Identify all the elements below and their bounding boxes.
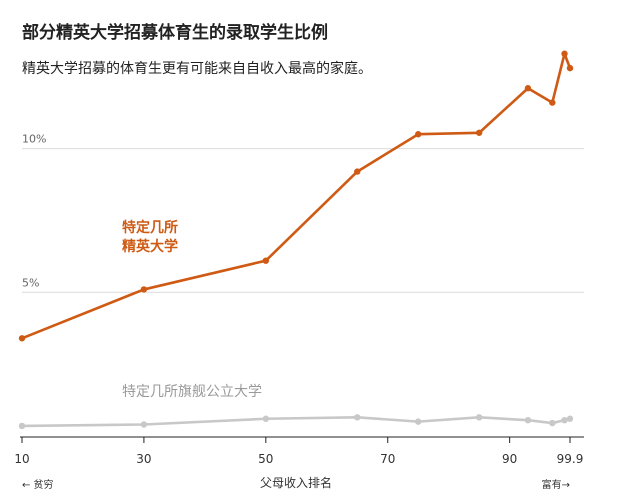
series-1-point-9	[566, 415, 574, 422]
x-axis: 10 30 50 70 90 99.9	[14, 436, 584, 466]
series-line-0	[20, 52, 572, 340]
series-1-point-0	[18, 422, 26, 430]
series-1-point-7	[549, 419, 556, 427]
series-1-point-8	[561, 416, 568, 424]
x-tick-label-4: 90	[502, 452, 517, 466]
gridline-label-1: 5%	[22, 276, 39, 289]
series-line-1	[20, 416, 572, 428]
x-axis-title: 父母收入排名	[260, 475, 332, 490]
series-0-point-0	[18, 335, 26, 342]
series-0-point-6	[524, 85, 532, 92]
series-0-point-4	[415, 131, 422, 138]
series-0-point-2	[262, 257, 270, 264]
x-tick-label-0: 10	[14, 452, 29, 466]
series-1-point-3	[354, 414, 361, 421]
x-axis-poor-note: ← 贫穷	[22, 478, 54, 491]
series-label-elite: 特定几所 精英大学	[122, 219, 183, 255]
series-0-point-1	[140, 286, 148, 293]
gridline-label-0: 10%	[22, 133, 46, 146]
grid-layer: 10% 5%	[22, 133, 584, 293]
x-tick-label-2: 50	[258, 452, 273, 466]
series-label-elite-line-1: 特定几所	[122, 219, 178, 236]
x-tick-label-5: 99.9	[557, 452, 584, 466]
chart-subtitle: 精英大学招募的体育生更有可能来自自收入最高的家庭。	[22, 61, 372, 77]
series-1-point-2	[262, 415, 270, 422]
series-label-public: 特定几所旗舰公立大学	[122, 384, 262, 400]
series-0-point-5	[475, 129, 483, 136]
series-0-point-8	[561, 50, 568, 57]
series-0-point-9	[566, 64, 574, 72]
x-axis-rich-note: 富有→	[542, 478, 570, 491]
series-0-point-3	[354, 168, 361, 175]
chart-title: 部分精英大学招募体育生的录取学生比例	[22, 23, 328, 43]
series-0-point-7	[549, 99, 556, 106]
series-layer	[18, 50, 574, 430]
series-1-point-5	[475, 414, 483, 421]
series-label-elite-line-2: 精英大学	[122, 238, 178, 255]
x-tick-label-3: 70	[380, 452, 395, 466]
x-tick-label-1: 30	[136, 452, 151, 466]
series-1-point-1	[140, 421, 148, 428]
series-1-point-6	[524, 416, 532, 424]
series-1-point-4	[415, 418, 422, 425]
